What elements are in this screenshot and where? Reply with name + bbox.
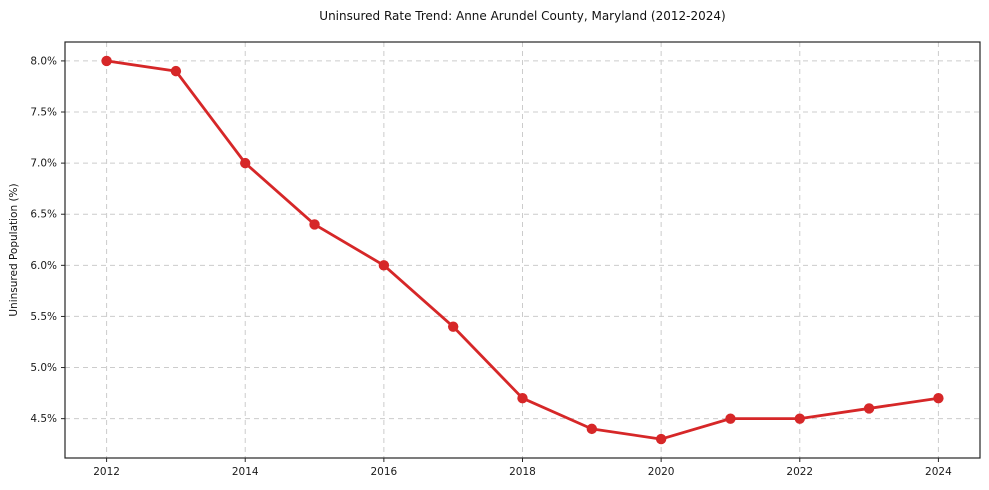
y-tick-label: 5.0% [30, 362, 57, 374]
x-tick-label: 2016 [370, 466, 397, 478]
data-point-marker [517, 393, 528, 404]
y-tick-label: 7.5% [30, 107, 57, 119]
data-point-marker [725, 413, 736, 424]
data-point-marker [101, 55, 112, 67]
data-point-marker [863, 403, 875, 414]
data-point-marker [655, 433, 667, 445]
y-tick-label: 6.0% [30, 260, 57, 272]
y-tick-label: 4.5% [30, 413, 57, 425]
data-point-marker [447, 321, 459, 332]
data-point-marker [378, 260, 390, 271]
x-tick-label: 2024 [925, 466, 952, 478]
x-tick-label: 2018 [509, 466, 536, 478]
data-point-marker [170, 65, 182, 77]
data-point-marker [933, 393, 944, 404]
data-point-marker [309, 219, 320, 230]
x-tick-label: 2012 [93, 466, 120, 478]
data-point-marker [586, 423, 598, 435]
y-tick-label: 7.0% [30, 158, 57, 170]
x-tick-label: 2020 [648, 466, 675, 478]
data-point-marker [240, 157, 251, 169]
y-tick-label: 8.0% [30, 55, 57, 67]
y-tick-label: 6.5% [30, 209, 57, 221]
y-tick-label: 5.5% [30, 311, 57, 323]
x-tick-label: 2022 [786, 466, 813, 478]
chart-title: Uninsured Rate Trend: Anne Arundel Count… [319, 9, 726, 23]
x-tick-label: 2014 [232, 466, 259, 478]
data-point-marker [794, 413, 805, 424]
